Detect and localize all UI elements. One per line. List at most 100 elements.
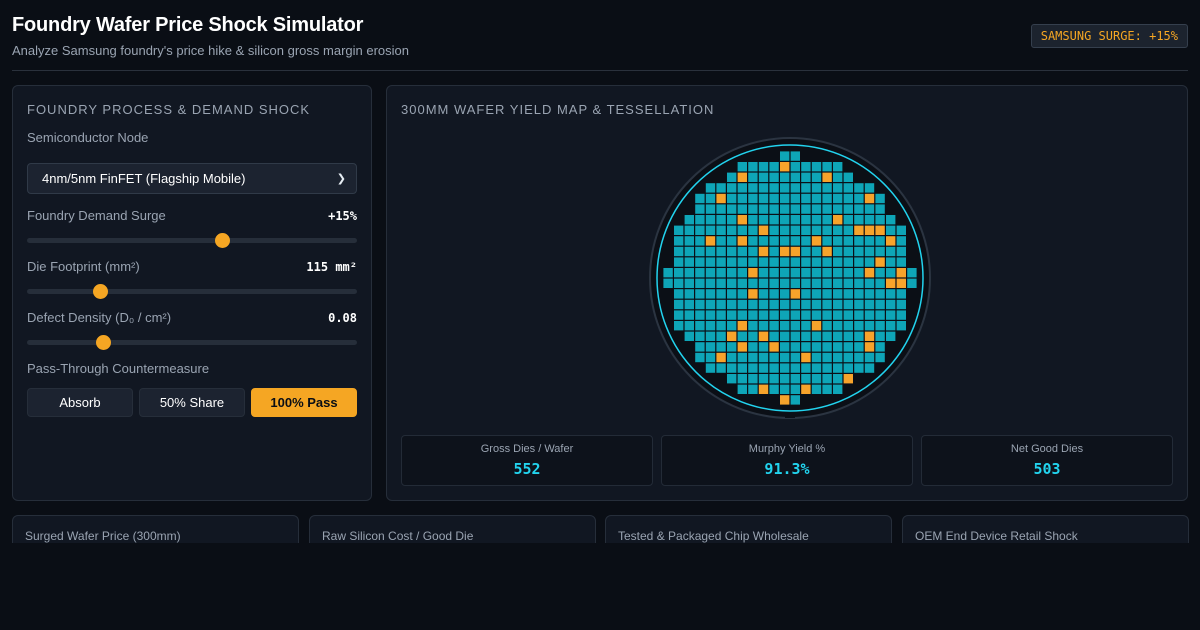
good-die xyxy=(854,246,864,257)
good-die xyxy=(811,172,822,182)
good-die xyxy=(737,162,747,172)
defective-die xyxy=(811,236,822,246)
defective-die xyxy=(896,278,906,288)
good-die xyxy=(695,321,705,331)
good-die xyxy=(790,331,800,341)
good-die xyxy=(748,162,758,172)
good-die xyxy=(822,299,832,310)
good-die xyxy=(801,172,811,182)
header: Foundry Wafer Price Shock Simulator Anal… xyxy=(12,14,1188,70)
good-die xyxy=(822,331,832,341)
good-die xyxy=(727,183,737,193)
good-die xyxy=(769,225,779,235)
die-slider-thumb[interactable] xyxy=(92,284,108,299)
good-die xyxy=(854,215,864,225)
good-die xyxy=(790,204,800,214)
surge-badge: SAMSUNG SURGE: +15% xyxy=(1030,24,1188,48)
absorb-button[interactable]: Absorb xyxy=(27,388,133,417)
good-die xyxy=(833,236,843,246)
defective-die xyxy=(705,236,716,246)
good-die xyxy=(822,236,832,246)
good-die xyxy=(875,342,885,352)
good-die xyxy=(705,363,716,373)
good-die xyxy=(801,204,811,214)
good-die xyxy=(801,215,811,225)
good-die xyxy=(864,352,875,363)
good-die xyxy=(896,289,906,299)
good-die xyxy=(748,384,758,394)
good-die xyxy=(705,246,716,257)
good-die xyxy=(684,236,694,246)
defective-die xyxy=(822,172,832,182)
defective-die xyxy=(854,225,864,235)
good-die xyxy=(716,225,726,235)
good-die xyxy=(875,246,885,257)
demand-slider[interactable] xyxy=(27,233,357,248)
good-die xyxy=(769,193,779,204)
good-die xyxy=(801,225,811,235)
defect-slider-thumb[interactable] xyxy=(95,335,111,350)
gross-dies-label: Gross Dies / Wafer xyxy=(480,443,574,455)
good-die xyxy=(748,342,758,352)
good-die xyxy=(684,331,694,341)
controls-title: Foundry Process & Demand Shock xyxy=(27,102,311,117)
good-die xyxy=(864,183,875,193)
node-select[interactable]: 4nm/5nm FinFET (Flagship Mobile) ❯ xyxy=(27,163,357,194)
good-die xyxy=(843,236,853,246)
good-die xyxy=(705,268,716,278)
good-die xyxy=(780,321,790,331)
defective-die xyxy=(758,331,769,341)
good-die xyxy=(674,278,684,288)
good-die xyxy=(758,193,769,204)
good-die xyxy=(727,310,737,320)
share-button[interactable]: 50% Share xyxy=(139,388,245,417)
good-die xyxy=(801,321,811,331)
good-die xyxy=(727,289,737,299)
good-die xyxy=(684,225,694,235)
good-die xyxy=(780,363,790,373)
good-die xyxy=(737,374,747,384)
good-die xyxy=(727,268,737,278)
good-die xyxy=(833,352,843,363)
good-die xyxy=(716,236,726,246)
good-die xyxy=(737,384,747,394)
good-die xyxy=(801,183,811,193)
good-die xyxy=(790,183,800,193)
defective-die xyxy=(886,236,896,246)
good-die xyxy=(822,183,832,193)
good-die xyxy=(780,172,790,182)
defect-slider[interactable] xyxy=(27,335,357,350)
good-die xyxy=(833,193,843,204)
good-die xyxy=(801,268,811,278)
good-die xyxy=(780,384,790,394)
good-die xyxy=(843,172,853,182)
good-die xyxy=(801,310,811,320)
good-die xyxy=(780,342,790,352)
good-die xyxy=(695,268,705,278)
good-die xyxy=(801,363,811,373)
net-dies-label: Net Good Dies xyxy=(1010,443,1084,455)
good-die xyxy=(748,215,758,225)
good-die xyxy=(907,278,917,288)
demand-slider-thumb[interactable] xyxy=(214,233,230,248)
good-die xyxy=(833,183,843,193)
good-die xyxy=(833,331,843,341)
pass-button[interactable]: 100% Pass xyxy=(251,388,357,417)
good-die xyxy=(811,183,822,193)
good-die xyxy=(769,299,779,310)
good-die xyxy=(854,257,864,267)
good-die xyxy=(875,299,885,310)
good-die xyxy=(727,363,737,373)
good-die xyxy=(737,352,747,363)
good-die xyxy=(811,331,822,341)
good-die xyxy=(727,257,737,267)
good-die xyxy=(716,331,726,341)
wafer-disc xyxy=(649,137,931,419)
defective-die xyxy=(727,331,737,341)
good-die xyxy=(758,299,769,310)
die-slider[interactable] xyxy=(27,284,357,299)
good-die xyxy=(705,278,716,288)
good-die xyxy=(727,246,737,257)
good-die xyxy=(790,395,800,405)
good-die xyxy=(737,289,747,299)
